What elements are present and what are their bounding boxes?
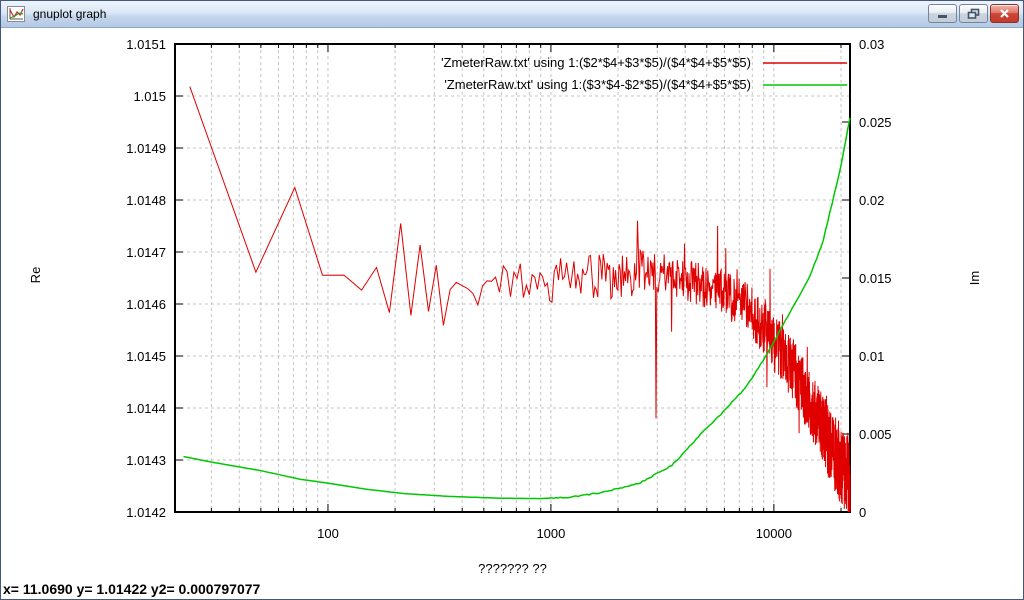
plot-client-area: 100 1000 10000 1.0142 1.0143 1.0144 1.0145 1.01… [1, 29, 1024, 599]
y-tick-label: 1.0144 [126, 401, 166, 416]
status-bar: x= 11.0690 y= 1.01422 y2= 0.000797077 [1, 578, 1023, 599]
y-tick-label: 1.0151 [126, 37, 166, 52]
y2-tick-label: 0.015 [859, 271, 892, 286]
grid-lines [175, 44, 850, 512]
y-tick-label: 1.0147 [126, 245, 166, 260]
plot-canvas[interactable]: 100 1000 10000 1.0142 1.0143 1.0144 1.0145 1.01… [1, 29, 1024, 578]
y2-axis-label: Im [967, 271, 982, 285]
legend-label-im: 'ZmeterRaw.txt' using 1:($3*$4-$2*$5)/($… [444, 77, 751, 92]
y2-tick-label: 0.03 [859, 37, 884, 52]
close-button[interactable] [990, 4, 1019, 23]
restore-icon [967, 8, 980, 19]
x-tick-label: 1000 [536, 526, 565, 541]
x-tick-label: 10000 [756, 526, 792, 541]
y-tick-label: 1.0145 [126, 349, 166, 364]
y2-tick-label: 0.025 [859, 115, 892, 130]
green-curve-im [183, 117, 851, 500]
plot-border [174, 43, 851, 513]
y2-tick-label: 0.02 [859, 193, 884, 208]
restore-button[interactable] [959, 4, 988, 23]
y-tick-label: 1.015 [133, 89, 166, 104]
axis-ticks [175, 43, 850, 513]
y2-tick-label: 0 [859, 505, 866, 520]
y-tick-label: 1.0143 [126, 453, 166, 468]
y-tick-label: 1.0149 [126, 141, 166, 156]
window-controls [928, 4, 1019, 23]
minimize-button[interactable] [928, 4, 957, 23]
minimize-icon [938, 15, 947, 18]
gnuplot-logo-icon [7, 6, 25, 22]
close-icon [1000, 9, 1009, 18]
y-tick-label: 1.0146 [126, 297, 166, 312]
x-axis-label: ??????? ?? [478, 561, 547, 576]
y2-tick-label: 0.005 [859, 427, 892, 442]
red-curve-re [189, 86, 851, 513]
legend-label-re: 'ZmeterRaw.txt' using 1:($2*$4+$3*$5)/($… [441, 55, 751, 70]
app-icon[interactable] [7, 6, 25, 22]
y2-tick-label: 0.01 [859, 349, 884, 364]
status-text: x= 11.0690 y= 1.01422 y2= 0.000797077 [3, 581, 261, 597]
title-bar[interactable]: gnuplot graph [1, 1, 1023, 28]
y-tick-label: 1.0142 [126, 505, 166, 520]
x-tick-label: 100 [317, 526, 339, 541]
y-axis-label: Re [28, 267, 43, 284]
y-tick-label: 1.0148 [126, 193, 166, 208]
window-title: gnuplot graph [33, 7, 107, 21]
